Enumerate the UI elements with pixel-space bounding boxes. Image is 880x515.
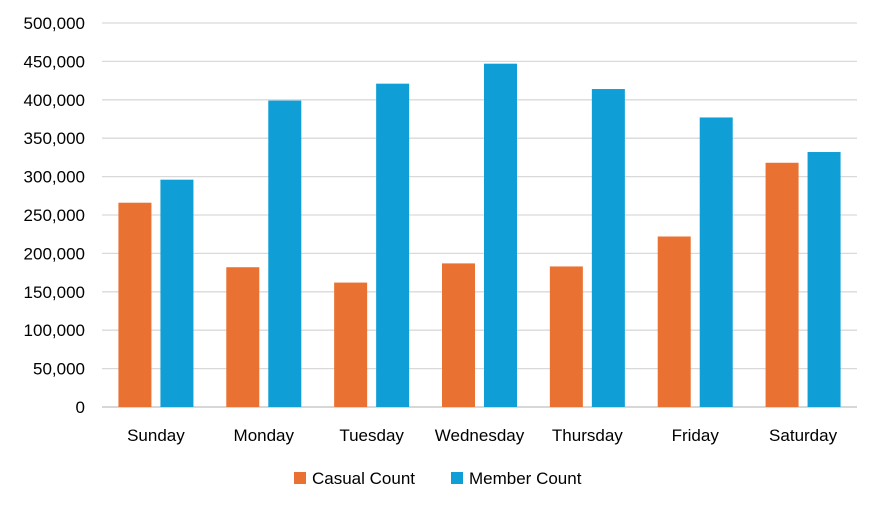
x-tick-label: Wednesday: [435, 426, 525, 445]
legend-swatch: [451, 472, 463, 484]
y-tick-label: 500,000: [24, 14, 85, 33]
y-tick-label: 150,000: [24, 283, 85, 302]
x-axis-tick-labels: Sunday Monday Tuesday Wednesday Thursday Frid…: [127, 426, 837, 445]
bar-casual-count-friday: [657, 236, 691, 407]
bar-casual-count-sunday: [118, 202, 152, 407]
bar-member-count-sunday: [160, 179, 194, 407]
y-tick-label: 0: [76, 398, 85, 417]
bar-member-count-saturday: [807, 152, 841, 407]
x-tick-label: Thursday: [552, 426, 623, 445]
bar-casual-count-tuesday: [334, 282, 368, 407]
legend-label: Member Count: [469, 469, 582, 488]
bar-member-count-thursday: [591, 89, 625, 407]
bar-casual-count-monday: [226, 267, 260, 407]
legend: Casual Count Member Count: [294, 469, 582, 488]
y-tick-label: 350,000: [24, 129, 85, 148]
bar-casual-count-saturday: [765, 162, 799, 407]
x-tick-label: Friday: [672, 426, 720, 445]
bar-member-count-monday: [268, 100, 302, 408]
bar-member-count-wednesday: [484, 63, 517, 407]
legend-swatch: [294, 472, 306, 484]
bars: [118, 63, 841, 408]
bar-member-count-tuesday: [376, 83, 410, 407]
bar-casual-count-thursday: [549, 266, 583, 407]
x-tick-label: Tuesday: [339, 426, 404, 445]
gridlines: [102, 22, 857, 408]
y-tick-label: 300,000: [24, 168, 85, 187]
y-tick-label: 200,000: [24, 244, 85, 263]
y-tick-label: 100,000: [24, 321, 85, 340]
x-tick-label: Saturday: [769, 426, 838, 445]
y-tick-label: 450,000: [24, 52, 85, 71]
bar-casual-count-wednesday: [442, 263, 475, 407]
bar-member-count-friday: [699, 117, 733, 408]
legend-label: Casual Count: [312, 469, 415, 488]
y-tick-label: 250,000: [24, 206, 85, 225]
y-tick-label: 400,000: [24, 91, 85, 110]
x-tick-label: Sunday: [127, 426, 185, 445]
y-axis-tick-labels: 0 50,000 100,000 150,000 200,000 250,000 300,0…: [24, 14, 85, 417]
y-tick-label: 50,000: [33, 360, 85, 379]
x-tick-label: Monday: [234, 426, 295, 445]
